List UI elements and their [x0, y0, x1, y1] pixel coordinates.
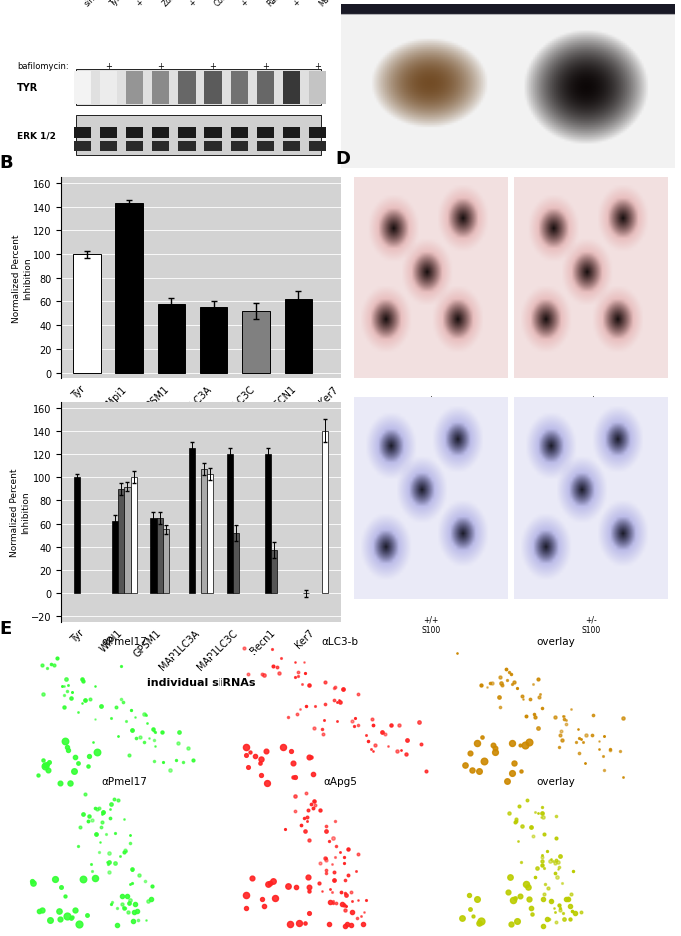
Text: +: +: [262, 63, 269, 71]
Text: +: +: [187, 0, 197, 8]
Bar: [233, 534, 239, 593]
Bar: [76, 116, 321, 155]
Text: ERK 1/2: ERK 1/2: [17, 131, 56, 140]
Bar: [74, 477, 80, 593]
Bar: [204, 142, 222, 153]
Bar: [285, 300, 312, 373]
Bar: [265, 455, 271, 593]
Bar: [126, 127, 144, 139]
Text: +: +: [314, 63, 321, 71]
Bar: [231, 127, 248, 139]
Text: +: +: [239, 0, 250, 8]
Bar: [74, 255, 101, 373]
Bar: [74, 127, 91, 139]
Bar: [112, 521, 118, 593]
Bar: [283, 142, 300, 153]
Bar: [126, 72, 144, 105]
Bar: [309, 142, 326, 153]
Bar: [178, 127, 195, 139]
Bar: [157, 519, 163, 593]
Bar: [200, 308, 227, 373]
Text: +/+
S100: +/+ S100: [421, 615, 441, 635]
Text: Zdhhc9: Zdhhc9: [161, 0, 188, 8]
Bar: [231, 72, 248, 105]
Bar: [242, 312, 270, 373]
Bar: [100, 142, 117, 153]
Text: +: +: [291, 0, 302, 8]
Bar: [153, 127, 170, 139]
Bar: [189, 448, 195, 593]
Bar: [100, 72, 117, 105]
Bar: [125, 487, 131, 593]
Bar: [153, 142, 170, 153]
Text: +/-
Fontana-Masson: +/- Fontana-Masson: [559, 395, 622, 415]
Bar: [118, 490, 125, 593]
Text: Msra: Msra: [317, 0, 337, 8]
Title: αPmel17: αPmel17: [101, 636, 147, 646]
Text: Tyr: Tyr: [109, 0, 123, 8]
X-axis label: pooled siRNAs: pooled siRNAs: [156, 433, 246, 444]
Bar: [257, 72, 274, 105]
Bar: [257, 127, 274, 139]
Bar: [283, 127, 300, 139]
Text: +: +: [157, 63, 164, 71]
Bar: [100, 127, 117, 139]
Bar: [126, 142, 144, 153]
Bar: [204, 72, 222, 105]
Bar: [257, 142, 274, 153]
Bar: [204, 127, 222, 139]
Title: αApg5: αApg5: [323, 776, 357, 786]
Bar: [321, 431, 328, 593]
Bar: [74, 142, 91, 153]
Title: overlay: overlay: [537, 636, 575, 646]
Bar: [178, 142, 195, 153]
Bar: [227, 455, 233, 593]
Text: B: B: [0, 154, 14, 171]
Text: TYR: TYR: [17, 83, 38, 94]
Bar: [76, 70, 321, 107]
Y-axis label: Normalized Percent
Inhibition: Normalized Percent Inhibition: [10, 468, 30, 557]
Bar: [116, 204, 143, 373]
X-axis label: individual siRNAs: individual siRNAs: [146, 677, 255, 687]
Bar: [309, 72, 326, 105]
Bar: [178, 72, 195, 105]
Text: Control: Control: [213, 0, 239, 8]
Text: siRNA#: siRNA#: [82, 0, 110, 8]
Text: A: A: [7, 0, 21, 2]
Text: +: +: [135, 0, 146, 8]
Bar: [163, 530, 169, 593]
Text: +/+
Fontana-Masson: +/+ Fontana-Masson: [399, 395, 462, 415]
Bar: [271, 550, 277, 593]
Bar: [231, 142, 248, 153]
Bar: [153, 72, 170, 105]
Bar: [283, 72, 300, 105]
Text: +: +: [105, 63, 112, 71]
Text: D: D: [336, 150, 351, 168]
Bar: [309, 127, 326, 139]
Text: C: C: [327, 0, 340, 2]
Bar: [131, 477, 137, 593]
Text: Rab4a: Rab4a: [266, 0, 289, 8]
Title: αPmel17: αPmel17: [101, 776, 147, 786]
Bar: [74, 72, 91, 105]
Text: E: E: [0, 620, 12, 637]
Bar: [151, 519, 157, 593]
Text: bafilomycin:: bafilomycin:: [17, 63, 68, 71]
Text: +: +: [210, 63, 217, 71]
Text: +/-
S100: +/- S100: [581, 615, 601, 635]
Y-axis label: Normalized Percent
Inhibition: Normalized Percent Inhibition: [12, 234, 32, 323]
Title: overlay: overlay: [537, 776, 575, 786]
Bar: [207, 475, 213, 593]
Title: αLC3-b: αLC3-b: [321, 636, 359, 646]
Bar: [201, 470, 207, 593]
Bar: [158, 304, 185, 373]
